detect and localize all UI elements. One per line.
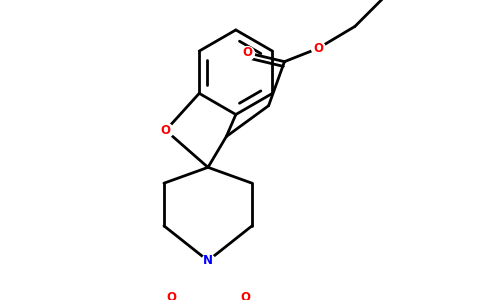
Text: O: O <box>166 291 176 300</box>
Text: O: O <box>313 42 323 55</box>
Text: O: O <box>161 124 171 137</box>
Text: O: O <box>242 46 253 59</box>
Text: N: N <box>203 254 213 267</box>
Text: O: O <box>240 291 250 300</box>
